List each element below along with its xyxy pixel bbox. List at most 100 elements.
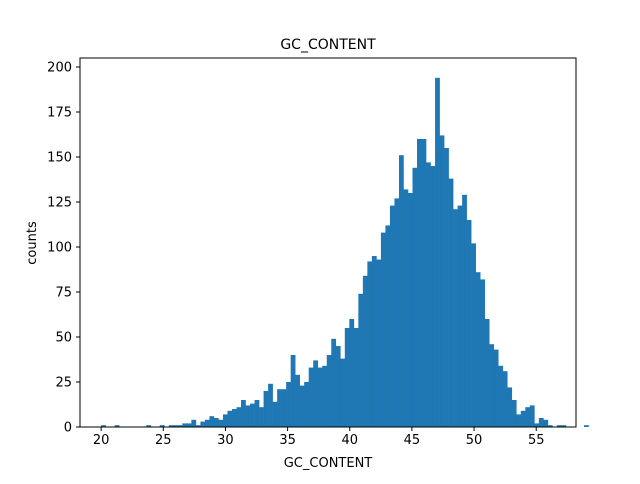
histogram-bar <box>317 367 323 427</box>
histogram-bar <box>453 209 458 427</box>
histogram-bar <box>529 405 535 427</box>
histogram-bar <box>525 407 531 427</box>
histogram-bar <box>241 400 246 427</box>
x-tick-label: 40 <box>341 433 358 448</box>
histogram-bar <box>561 425 567 427</box>
histogram-bar <box>430 166 436 427</box>
x-tick-label: 25 <box>155 433 172 448</box>
histogram-bar <box>322 365 328 427</box>
histogram-bar <box>534 423 540 427</box>
histogram-bar <box>385 225 391 427</box>
x-tick-label: 30 <box>217 433 234 448</box>
histogram-bar <box>556 425 562 427</box>
histogram-bar <box>543 419 549 427</box>
histogram-bar <box>457 205 463 427</box>
histogram-bar <box>101 425 106 427</box>
plot-frame <box>79 57 577 428</box>
histogram-bar <box>204 419 210 427</box>
histogram-bar <box>173 425 179 427</box>
histogram-bar <box>277 389 282 427</box>
histogram-bar <box>245 405 251 427</box>
histogram-bar <box>389 205 395 427</box>
histogram-bar <box>538 418 544 427</box>
histogram-bar <box>213 418 219 427</box>
histogram-bar <box>263 391 269 427</box>
histogram-bar <box>511 400 517 427</box>
histogram-bar <box>222 414 228 427</box>
histogram-bar <box>502 371 508 427</box>
histogram-bar <box>295 374 300 427</box>
histogram-bar <box>394 198 400 427</box>
y-tick-label: 25 <box>55 376 72 391</box>
histogram-bar <box>227 410 233 427</box>
histogram-bar <box>304 382 309 427</box>
y-tick-label: 125 <box>47 196 72 211</box>
histogram-bar <box>313 360 319 427</box>
histogram-bar <box>516 414 522 427</box>
histogram-bar <box>444 148 449 427</box>
histogram-bar <box>259 407 264 427</box>
histogram-bar <box>407 193 413 427</box>
histogram-bar <box>507 387 513 427</box>
histogram-bar <box>326 355 332 427</box>
x-axis: 20 25 30 35 40 45 50 55 <box>93 427 545 448</box>
histogram-bar <box>520 410 526 427</box>
y-tick-label: 200 <box>47 61 72 76</box>
histogram-bar <box>268 383 273 427</box>
histogram-bar <box>448 178 454 427</box>
histogram-bar <box>290 355 296 427</box>
histogram-bar <box>412 167 418 428</box>
histogram-bar <box>231 409 237 427</box>
histogram-bar <box>475 272 481 427</box>
y-axis-label: counts <box>25 221 40 265</box>
x-axis-label: GC_CONTENT <box>284 456 373 471</box>
histogram-bar <box>344 328 350 427</box>
histogram-bar <box>335 346 341 427</box>
histogram-bar <box>331 338 337 427</box>
histogram-bars <box>101 77 589 428</box>
x-tick-label: 35 <box>279 433 296 448</box>
y-tick-label: 150 <box>47 151 72 166</box>
histogram-bar <box>426 162 431 427</box>
histogram-bar <box>236 407 242 427</box>
y-tick-label: 175 <box>47 106 72 121</box>
x-tick-label: 20 <box>93 433 110 448</box>
histogram-bar <box>439 135 445 427</box>
x-tick-label: 45 <box>404 433 421 448</box>
y-tick-label: 75 <box>55 286 72 301</box>
histogram-bar <box>191 419 197 427</box>
histogram-bar <box>466 220 472 427</box>
histogram-bar <box>362 275 368 427</box>
histogram-bar <box>398 155 404 427</box>
y-tick-label: 100 <box>47 241 72 256</box>
histogram-bar <box>299 385 305 427</box>
histogram-bar <box>417 139 422 427</box>
histogram-bar <box>376 259 382 427</box>
histogram-bar <box>471 243 476 427</box>
histogram-bar <box>209 416 215 427</box>
histogram-bar <box>493 349 499 427</box>
histogram-bar <box>281 389 287 427</box>
x-tick-label: 50 <box>466 433 483 448</box>
histogram-bar <box>186 423 192 427</box>
histogram-bar <box>480 279 485 427</box>
histogram-bar <box>484 319 490 427</box>
histogram-bar <box>286 382 291 427</box>
histogram-bar <box>114 425 120 427</box>
histogram-bar <box>353 328 359 427</box>
y-tick-label: 0 <box>64 421 72 436</box>
histogram-bar <box>403 189 409 427</box>
histogram-bar <box>498 365 504 427</box>
histogram-bar <box>168 425 174 427</box>
histogram-bar <box>254 400 260 427</box>
histogram-bar <box>380 232 386 427</box>
histogram-bar <box>547 425 553 427</box>
histogram-bar <box>177 425 183 427</box>
histogram-bar <box>182 423 188 427</box>
histogram-bar <box>489 344 495 427</box>
x-tick-label: 55 <box>528 433 545 448</box>
chart-title: GC_CONTENT <box>280 37 376 53</box>
histogram-bar <box>308 367 314 427</box>
histogram-bar <box>583 425 589 427</box>
